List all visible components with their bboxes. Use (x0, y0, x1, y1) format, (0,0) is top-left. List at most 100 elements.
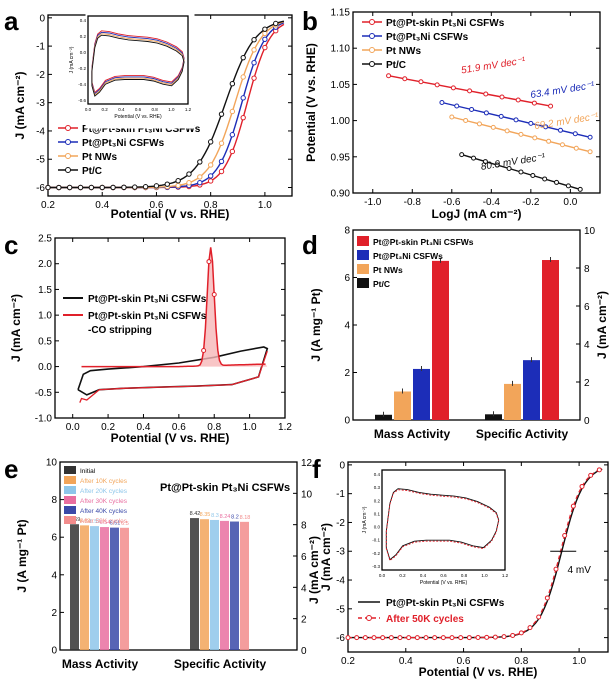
legend-label: After 10K cycles (80, 478, 128, 485)
y-tick-label: 0.90 (331, 189, 351, 200)
y-axis-label: J (mA cm⁻²) (9, 294, 23, 362)
y-right-tick-label: 0 (584, 416, 590, 427)
y-right-tick-label: 4 (584, 340, 590, 351)
panel-d: 0 2 4 6 8 0 2 4 6 8 10 J (A mg⁻¹ Pt) J (mA cm⁻²) Mass… (309, 226, 609, 442)
inset-y-tick-label: 0.4 (80, 18, 87, 23)
legend-label: Pt@Pt-skin Pt₃Ni CSFWs (82, 124, 201, 135)
inset-y-tick-label: -0.1 (372, 538, 380, 543)
orr-marker (229, 148, 236, 155)
legend-swatch (64, 506, 76, 514)
y-tick-label: 4 (344, 321, 350, 332)
x-tick-label: 0.4 (399, 656, 413, 667)
orr-marker (99, 184, 105, 191)
y-tick-label: -0.5 (35, 388, 53, 399)
inset-x-tick-label: 1.2 (502, 573, 509, 578)
bar (394, 391, 411, 420)
y-right-tick-label: 8 (584, 264, 590, 275)
y-right-tick-label: 10 (584, 226, 596, 237)
panel-a: 0.2 0.4 0.6 0.8 1.0 0 -1 -2 -3 -4 -5 -6 Potential (V… (13, 13, 293, 221)
chart-title: Pt@Pt-skin Pt₃Ni CSFWs (160, 482, 290, 494)
y-tick-label: 0.5 (38, 336, 52, 347)
orr-marker (536, 614, 542, 620)
orr-marker (492, 634, 498, 640)
y-right-tick-label: 12 (301, 458, 313, 469)
orr-marker (354, 635, 360, 641)
tafel-slope-label: 69.2 mV dec⁻¹ (534, 111, 600, 132)
tafel-slope-label: 51.9 mV dec⁻¹ (460, 55, 526, 76)
bar (120, 527, 129, 650)
x-tick-label: 1.0 (572, 656, 586, 667)
orr-marker (251, 47, 257, 53)
y-tick-label: 6 (51, 533, 57, 544)
y-tick-label: 0 (339, 460, 345, 471)
tafel-marker (554, 179, 560, 185)
y-right-tick-label: 0 (301, 646, 307, 657)
inset-x-tick-label: 0.2 (399, 573, 406, 578)
y-tick-label: 6 (344, 273, 350, 284)
tafel-marker (450, 85, 456, 91)
inset-y-tick-label: 0.4 (374, 472, 381, 477)
legend-marker (369, 19, 375, 25)
bar (190, 518, 199, 650)
orr-marker (345, 635, 351, 641)
legend-label-2: -CO stripping (88, 325, 152, 336)
orr-marker (501, 634, 507, 640)
category-label: Mass Activity (374, 427, 451, 441)
y-tick-label: -3 (36, 98, 45, 109)
y-tick-label: 1.05 (331, 80, 351, 91)
bar-value-label: 6.59 (90, 519, 101, 525)
bar (90, 526, 99, 650)
bar-value-label: 8.42 (190, 511, 201, 517)
orr-marker (414, 635, 420, 641)
tafel-marker (494, 162, 500, 168)
bar-value-label: 8.24 (220, 514, 231, 520)
tafel-marker (546, 138, 552, 144)
orr-marker (207, 139, 214, 145)
y-tick-label: -5 (36, 155, 45, 166)
y-right-tick-label: 6 (301, 552, 307, 563)
legend-marker (369, 33, 375, 39)
y-tick-label: 0 (51, 646, 57, 657)
panel-b: -1.0 -0.8 -0.6 -0.4 -0.2 0.0 1.15 1.10 1.05 1.00 0… (304, 8, 601, 221)
tafel-marker (476, 121, 482, 127)
orr-marker (218, 158, 225, 165)
y-tick-label: 10 (46, 458, 58, 469)
legend-swatch (357, 264, 369, 274)
y-tick-label: 0.0 (38, 362, 52, 373)
inset-x-axis-label: Potential (V vs. RHE) (420, 580, 468, 586)
inset-x-tick-label: 1.2 (185, 107, 192, 112)
legend-label: After 30K cycles (80, 498, 128, 505)
orr-marker (518, 630, 524, 636)
orr-marker (175, 182, 181, 189)
x-tick-label: -0.4 (483, 197, 501, 208)
orr-marker (121, 184, 127, 191)
plot-frame (352, 11, 601, 194)
legend-swatch (64, 516, 76, 524)
orr-marker (262, 36, 268, 43)
tafel-marker (557, 127, 563, 133)
y-tick-label: 1.00 (331, 116, 351, 127)
tafel-marker (513, 117, 519, 123)
orr-marker (132, 184, 138, 190)
legend-marker (65, 167, 71, 173)
x-tick-label: -1.0 (364, 197, 382, 208)
tafel-marker (548, 103, 554, 109)
co-stripping-area (81, 247, 268, 367)
legend-marker (65, 125, 71, 131)
orr-marker (466, 635, 472, 641)
bar-value-label: 6.54 (100, 520, 111, 526)
orr-marker (240, 74, 246, 80)
bar-value-label: 6.51 (110, 521, 121, 527)
inset-x-tick-label: 0.0 (85, 107, 92, 112)
x-tick-label: 0.2 (101, 422, 115, 433)
tafel-marker (542, 176, 548, 182)
tafel-marker (528, 120, 534, 126)
panel-label-d: d (302, 230, 318, 260)
x-tick-label: 0.0 (563, 197, 577, 208)
orr-marker (45, 184, 51, 191)
panel-label-e: e (4, 454, 18, 484)
legend-label: After 40K cycles (80, 508, 128, 515)
orr-marker (432, 635, 438, 641)
orr-marker (388, 635, 394, 641)
